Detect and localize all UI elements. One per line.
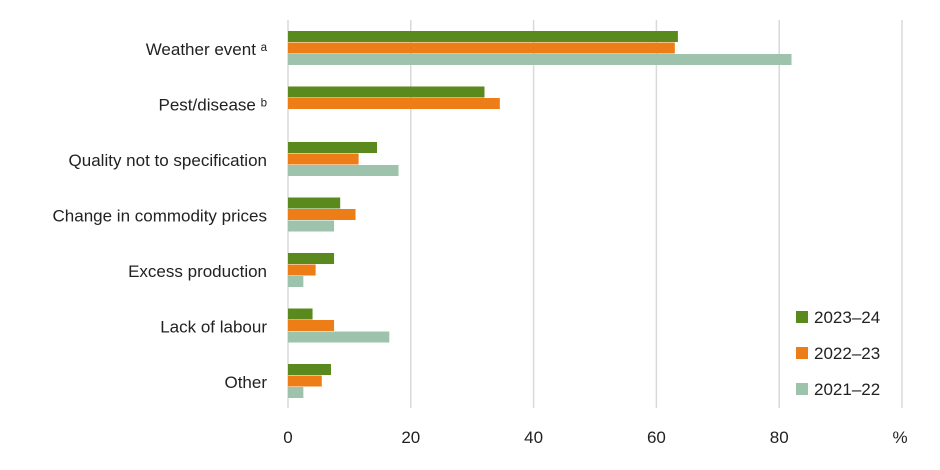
legend-swatch — [796, 347, 808, 359]
bar — [288, 165, 399, 176]
bar — [288, 86, 485, 98]
legend-item: 2021–22 — [796, 380, 880, 399]
legend-item: 2022–23 — [796, 344, 880, 363]
legend-label: 2023–24 — [814, 308, 880, 327]
legend-item: 2023–24 — [796, 308, 880, 327]
legend-swatch — [796, 311, 808, 323]
category-label: Excess production — [128, 262, 267, 281]
bar — [288, 31, 678, 42]
category-label: Quality not to specification — [69, 151, 267, 170]
x-tick-label: 80 — [770, 428, 789, 447]
bar — [288, 331, 390, 343]
bar — [288, 153, 359, 165]
category-label: Weather event ᵃ — [146, 40, 268, 59]
category-labels: Weather event ᵃ Pest/disease ᵇ Quality not… — [53, 40, 268, 392]
category-label: Change in commodity prices — [53, 207, 267, 226]
category-label: Lack of labour — [160, 318, 267, 337]
bar — [288, 42, 675, 54]
x-tick-label: 0 — [283, 428, 292, 447]
bar — [288, 220, 335, 232]
x-tick-label: 40 — [524, 428, 543, 447]
bar — [288, 320, 335, 331]
bar — [288, 197, 341, 209]
x-axis-tick-labels: 0 20 40 60 80 — [283, 428, 788, 447]
category-label: Other — [224, 373, 267, 392]
bar — [288, 142, 378, 153]
bar — [288, 209, 356, 220]
legend-label: 2021–22 — [814, 380, 880, 399]
gridlines — [287, 20, 903, 408]
bar — [288, 54, 792, 65]
x-axis-unit-label: % — [892, 428, 907, 447]
bar — [288, 98, 500, 109]
category-label: Pest/disease ᵇ — [159, 96, 267, 115]
bar — [288, 264, 316, 276]
bar — [288, 308, 313, 320]
x-tick-label: 60 — [647, 428, 666, 447]
bars — [288, 31, 792, 398]
bar — [288, 253, 335, 264]
bar — [288, 387, 304, 398]
x-tick-label: 20 — [401, 428, 420, 447]
bar — [288, 375, 322, 387]
bar — [288, 276, 304, 287]
legend: 2023–24 2022–23 2021–22 — [796, 308, 880, 399]
legend-label: 2022–23 — [814, 344, 880, 363]
bar — [288, 364, 331, 375]
legend-swatch — [796, 383, 808, 395]
